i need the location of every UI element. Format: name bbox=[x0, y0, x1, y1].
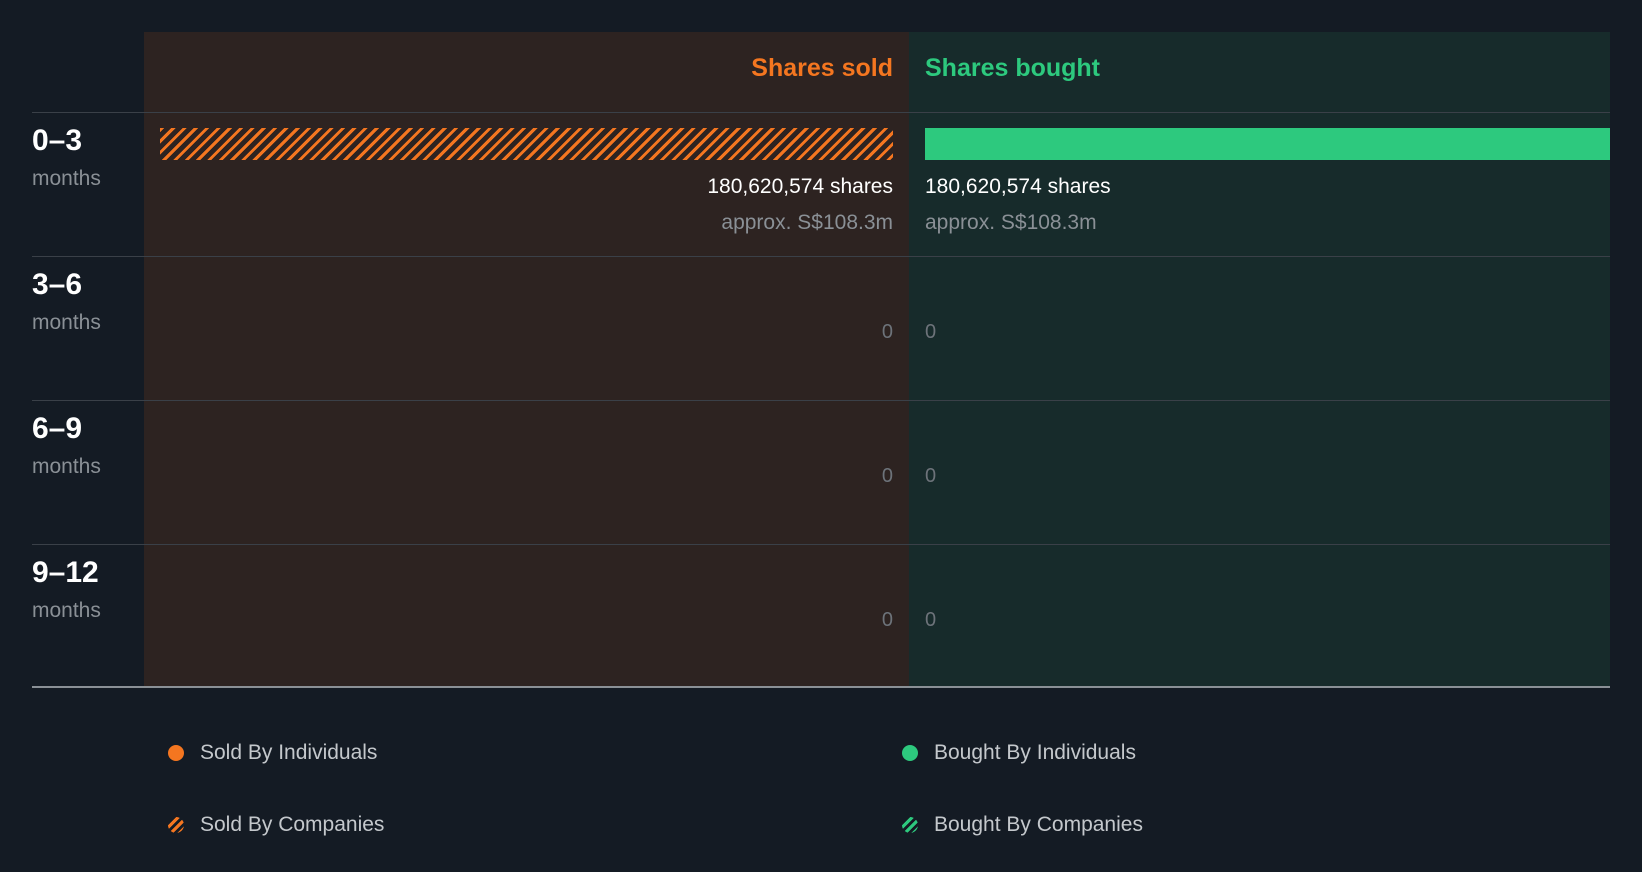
shares-bought-header: Shares bought bbox=[925, 54, 1101, 82]
row-divider bbox=[32, 256, 1610, 257]
bought-individuals-swatch-icon bbox=[902, 745, 918, 761]
period-label: 3–6 months bbox=[32, 268, 101, 335]
row-divider bbox=[32, 400, 1610, 401]
period-range: 9–12 bbox=[32, 556, 99, 589]
period-label: 6–9 months bbox=[32, 412, 101, 479]
period-unit: months bbox=[32, 311, 101, 334]
period-unit: months bbox=[32, 455, 101, 478]
sold-zero-label: 0 bbox=[881, 465, 893, 487]
bought-bar bbox=[925, 128, 1610, 160]
period-range: 3–6 bbox=[32, 268, 83, 301]
sold-shares-label: 180,620,574 shares bbox=[707, 175, 893, 198]
bought-companies-swatch-icon bbox=[902, 817, 918, 833]
sold-companies-swatch-icon bbox=[168, 817, 184, 833]
legend-label: Sold By Individuals bbox=[200, 741, 378, 764]
sold-value-label: approx. S$108.3m bbox=[721, 211, 893, 234]
period-range: 6–9 bbox=[32, 412, 83, 445]
legend-label: Bought By Companies bbox=[934, 813, 1143, 836]
bought-value-label: approx. S$108.3m bbox=[925, 211, 1097, 234]
sold-zero-label: 0 bbox=[881, 321, 893, 343]
sold-individuals-swatch-icon bbox=[168, 745, 184, 761]
sold-zero-label: 0 bbox=[881, 609, 893, 631]
legend-label: Sold By Companies bbox=[200, 813, 385, 836]
chart-baseline bbox=[32, 686, 1610, 688]
bought-zero-label: 0 bbox=[925, 609, 937, 631]
legend-item-sold-individuals: Sold By Individuals bbox=[168, 741, 377, 765]
row-divider bbox=[32, 112, 1610, 113]
legend-label: Bought By Individuals bbox=[934, 741, 1136, 764]
period-label: 0–3 months bbox=[32, 124, 101, 191]
period-unit: months bbox=[32, 599, 101, 622]
period-unit: months bbox=[32, 167, 101, 190]
legend-item-bought-companies: Bought By Companies bbox=[902, 813, 1143, 837]
shares-sold-header: Shares sold bbox=[751, 54, 893, 82]
row-divider bbox=[32, 544, 1610, 545]
period-range: 0–3 bbox=[32, 124, 83, 157]
legend-item-sold-companies: Sold By Companies bbox=[168, 813, 384, 837]
bought-zero-label: 0 bbox=[925, 465, 937, 487]
bought-zero-label: 0 bbox=[925, 321, 937, 343]
period-label: 9–12 months bbox=[32, 556, 101, 623]
sold-bar bbox=[160, 128, 893, 160]
legend-item-bought-individuals: Bought By Individuals bbox=[902, 741, 1136, 765]
bought-shares-label: 180,620,574 shares bbox=[925, 175, 1111, 198]
